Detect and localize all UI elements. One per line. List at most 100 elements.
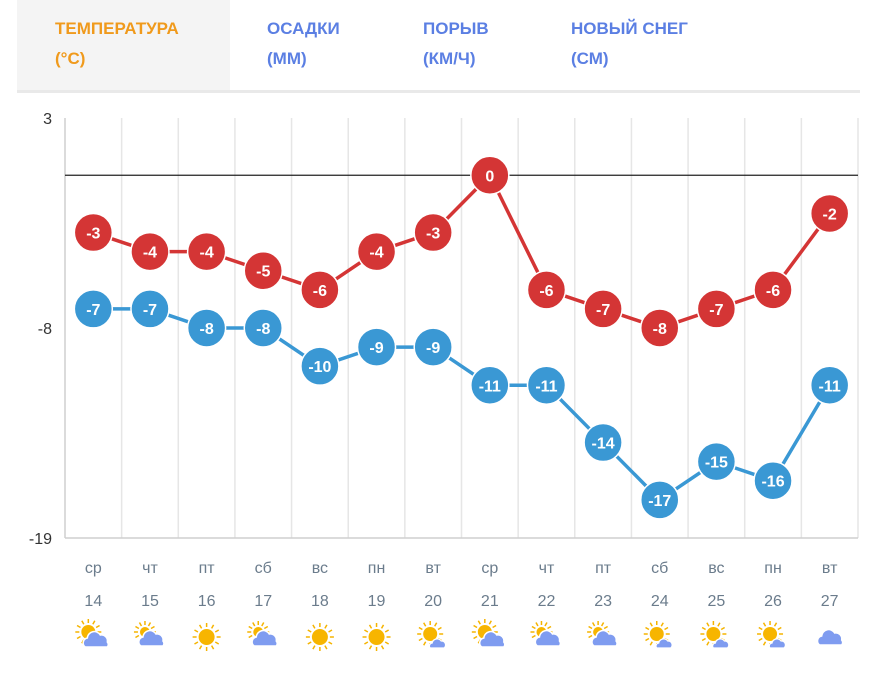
cloud-sun-icon (530, 621, 562, 647)
date-label: 14 (84, 593, 102, 610)
tab-new-snow[interactable]: НОВЫЙ СНЕГ (СМ) (571, 0, 688, 90)
day-label: вс (708, 560, 724, 577)
data-point-min (186, 308, 227, 348)
data-point-max (640, 308, 680, 348)
tab-gust[interactable]: ПОРЫВ (КМ/Ч) (423, 0, 489, 90)
data-label-max: -7 (596, 302, 610, 319)
tab-unit: (КМ/Ч) (423, 49, 476, 68)
cloud-sun-icon (133, 621, 165, 647)
sun-small-cloud-icon (643, 621, 673, 649)
data-label-max: -4 (369, 245, 383, 262)
day-label: сб (651, 560, 668, 577)
day-label: вт (822, 560, 838, 577)
data-label-max: -6 (313, 283, 327, 300)
data-label-min: -11 (535, 378, 557, 395)
data-point-min (753, 460, 793, 501)
data-point-max (243, 250, 283, 291)
data-label-min: -9 (426, 340, 440, 357)
data-label-max: -3 (426, 226, 440, 243)
tab-temperature[interactable]: ТЕМПЕРАТУРА (°C) (17, 0, 230, 90)
data-label-min: -8 (256, 321, 270, 338)
date-label: 22 (538, 593, 556, 610)
sun-cloud-icon (75, 619, 109, 648)
data-point-min (583, 422, 623, 463)
sun-small-cloud-icon (417, 621, 447, 649)
data-label-min: -10 (308, 359, 331, 376)
data-label-min: -8 (199, 321, 213, 338)
date-label: 20 (424, 593, 442, 610)
data-label-max: -3 (86, 226, 100, 243)
date-label: 23 (594, 593, 612, 610)
data-point-max (583, 289, 623, 329)
data-point-max (696, 289, 737, 329)
data-label-max: -6 (766, 283, 780, 300)
sun-small-cloud-icon (700, 621, 730, 649)
data-label-min: -16 (761, 474, 784, 491)
cloud-icon (816, 628, 844, 646)
date-label: 24 (651, 593, 669, 610)
data-label-max: -4 (143, 245, 157, 262)
data-point-min (300, 346, 340, 386)
day-label: вс (312, 560, 328, 577)
sun-icon (362, 623, 391, 651)
tab-unit: (°C) (55, 49, 86, 68)
tab-unit: (ММ) (267, 49, 307, 68)
day-label: пн (368, 560, 386, 577)
data-point-max (753, 270, 793, 310)
y-tick-label: 3 (43, 111, 52, 128)
data-point-min (640, 480, 680, 520)
data-point-max (73, 212, 114, 253)
data-label-min: -14 (592, 436, 615, 453)
data-point-min (696, 441, 737, 482)
data-label-min: -15 (705, 455, 728, 472)
data-point-min (413, 327, 453, 367)
data-label-min: -17 (648, 493, 671, 510)
date-label: 19 (368, 593, 386, 610)
day-label: ср (85, 560, 102, 577)
data-point-max (470, 155, 510, 196)
y-tick-label: -8 (38, 321, 52, 338)
tab-label: ОСАДКИ (267, 19, 340, 38)
sun-small-cloud-icon (757, 621, 786, 649)
date-label: 17 (254, 593, 272, 610)
data-label-max: -6 (539, 283, 553, 300)
tab-precipitation[interactable]: ОСАДКИ (ММ) (267, 0, 340, 90)
data-point-max (526, 270, 567, 310)
sun-cloud-icon (471, 619, 506, 648)
sun-icon (305, 623, 334, 651)
data-point-max (186, 231, 227, 272)
data-point-max (356, 231, 397, 272)
date-label: 27 (821, 593, 839, 610)
data-label-min: -11 (819, 378, 841, 395)
day-label: сб (255, 560, 272, 577)
data-point-min (130, 289, 170, 329)
data-point-min (73, 289, 114, 329)
day-label: пт (199, 560, 216, 577)
cloud-sun-icon (247, 621, 278, 647)
cloud-sun-icon (587, 621, 618, 647)
data-label-min: -7 (86, 302, 100, 319)
day-label: чт (539, 560, 555, 577)
data-label-max: -5 (256, 264, 270, 281)
data-label-max: -7 (709, 302, 723, 319)
data-label-max: -2 (823, 206, 837, 223)
tab-bar: ТЕМПЕРАТУРА (°C) ОСАДКИ (ММ) ПОРЫВ (КМ/Ч) Н… (17, 0, 860, 93)
tab-label: ПОРЫВ (423, 19, 489, 38)
day-label: пн (764, 560, 782, 577)
date-label: 15 (141, 593, 159, 610)
date-label: 16 (198, 593, 216, 610)
data-point-max (413, 212, 453, 253)
sun-icon (192, 623, 221, 651)
data-label-min: -11 (479, 378, 501, 395)
data-label-max: -4 (199, 245, 213, 262)
data-label-min: -7 (143, 302, 157, 319)
data-point-min (243, 308, 283, 348)
data-point-min (526, 365, 567, 406)
data-point-max (809, 193, 850, 234)
y-tick-label: -19 (29, 531, 52, 548)
date-label: 18 (311, 593, 329, 610)
day-label: ср (481, 560, 498, 577)
day-label: вт (425, 560, 441, 577)
tab-label: ТЕМПЕРАТУРА (55, 19, 179, 38)
